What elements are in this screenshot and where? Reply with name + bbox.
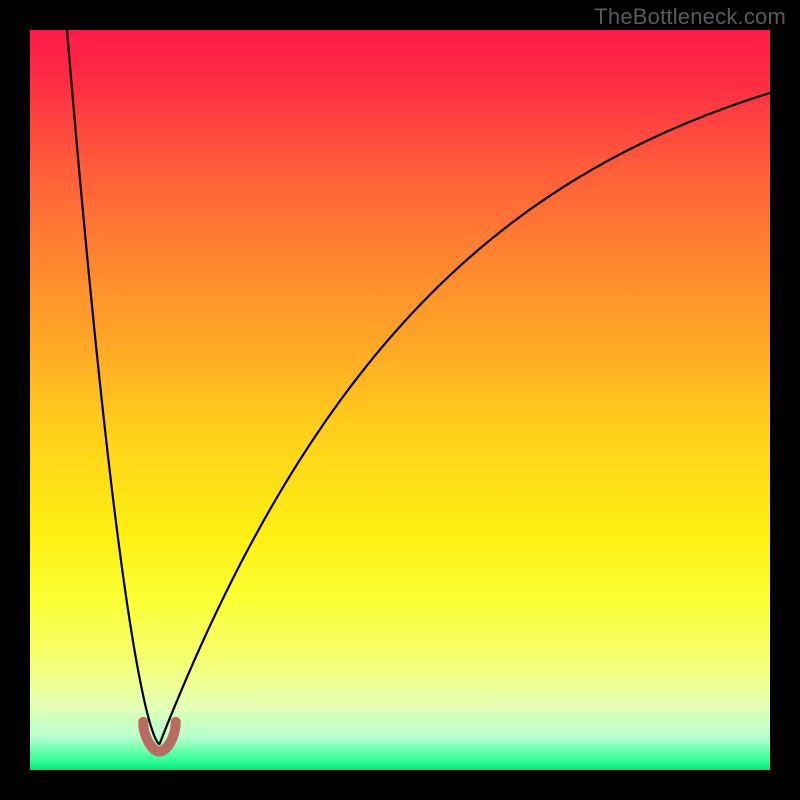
- chart-stage: TheBottleneck.com: [0, 0, 800, 800]
- watermark-text: TheBottleneck.com: [594, 4, 786, 30]
- heat-gradient-rect: [30, 30, 770, 770]
- plot-svg: [0, 0, 800, 800]
